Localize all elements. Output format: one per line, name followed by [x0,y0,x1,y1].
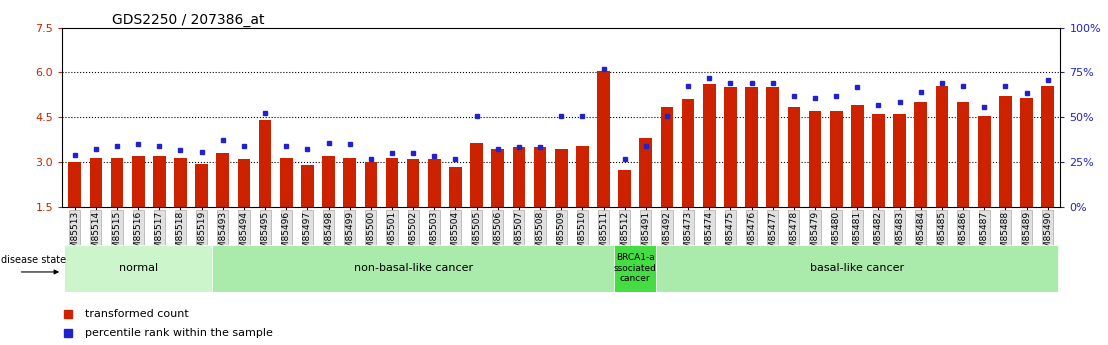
Bar [449,167,462,207]
Bar [64,245,213,292]
Bar [614,245,656,292]
Bar [90,158,102,207]
Bar [259,120,271,207]
Bar [470,143,483,207]
Bar [428,159,441,207]
Bar [237,159,250,207]
Bar [724,87,737,207]
Bar [365,162,377,207]
Text: normal: normal [119,263,157,273]
Text: non-basal-like cancer: non-basal-like cancer [353,263,473,273]
Bar [213,245,614,292]
Bar [111,158,123,207]
Bar [534,147,546,207]
Bar [656,245,1058,292]
Bar [681,99,695,207]
Bar [660,107,674,207]
Bar [195,164,208,207]
Bar [914,102,927,207]
Bar [956,102,970,207]
Text: GDS2250 / 207386_at: GDS2250 / 207386_at [112,12,265,27]
Text: disease state: disease state [1,255,66,265]
Bar [386,158,399,207]
Bar [174,158,187,207]
Text: percentile rank within the sample: percentile rank within the sample [85,328,273,338]
Bar [1042,86,1054,207]
Bar [322,156,335,207]
Bar [702,85,716,207]
Bar [343,158,356,207]
Text: basal-like cancer: basal-like cancer [810,263,904,273]
Bar [618,170,630,207]
Bar [132,156,144,207]
Bar [153,156,166,207]
Bar [999,96,1012,207]
Bar [555,149,567,207]
Bar [746,87,758,207]
Bar [576,146,588,207]
Bar [280,158,293,207]
Bar [978,116,991,207]
Bar [809,111,821,207]
Bar [935,86,948,207]
Bar [69,161,81,207]
Text: transformed count: transformed count [85,309,189,319]
Bar [407,159,420,207]
Bar [830,111,842,207]
Bar [216,153,229,207]
Bar [492,149,504,207]
Text: BRCA1-a
ssociated
cancer: BRCA1-a ssociated cancer [614,253,657,283]
Bar [851,105,863,207]
Bar [788,107,800,207]
Bar [301,165,314,207]
Bar [872,114,885,207]
Bar [639,138,653,207]
Bar [513,147,525,207]
Bar [767,87,779,207]
Bar [597,71,609,207]
Bar [1020,98,1033,207]
Bar [893,114,906,207]
